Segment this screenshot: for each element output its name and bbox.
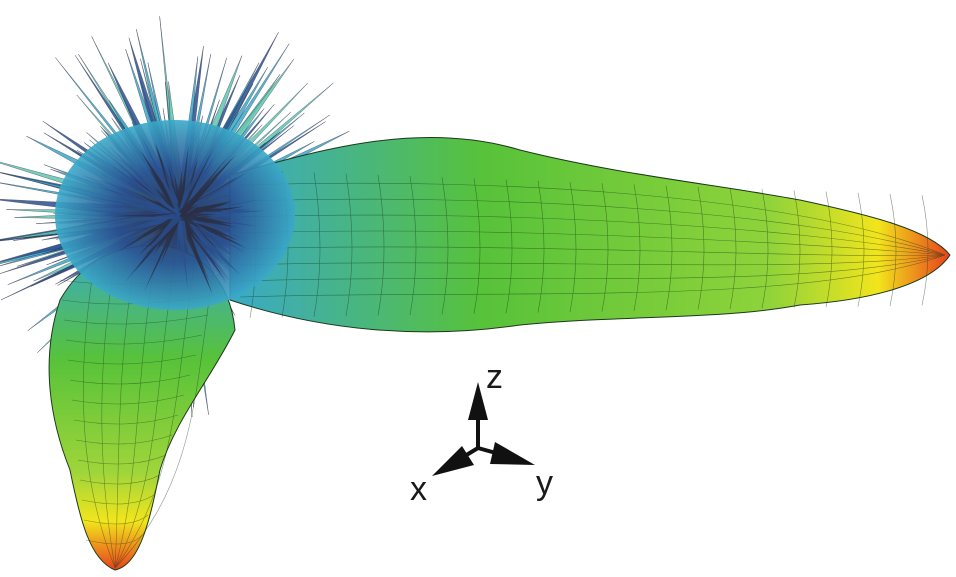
mesh-line (85, 534, 143, 545)
core-spike (160, 214, 183, 265)
mesh-line (889, 193, 897, 307)
mesh-line (239, 254, 946, 298)
core-spike (177, 155, 236, 218)
mesh-line (239, 230, 946, 256)
mesh-line (79, 474, 161, 485)
mesh-line (441, 177, 449, 315)
core-spike (134, 212, 182, 240)
core-spike (178, 178, 188, 216)
mesh-line (633, 184, 641, 311)
mesh-line (239, 198, 946, 256)
axis-triad: z x y (410, 358, 553, 508)
mesh-line (114, 259, 216, 569)
mesh-line (77, 454, 167, 465)
mesh-line (793, 190, 801, 308)
x-arrowhead-icon (432, 446, 474, 476)
mesh-line (101, 259, 116, 569)
mesh-line (473, 178, 481, 314)
mesh-line (857, 192, 865, 307)
mesh-line (761, 189, 769, 309)
mesh-line (729, 187, 737, 310)
mesh-line (345, 173, 353, 317)
mesh-line (114, 259, 136, 569)
mesh-line (601, 183, 609, 312)
core-spike (177, 212, 240, 275)
core-spikes (99, 137, 266, 294)
mesh-line (63, 314, 209, 325)
core-spike (179, 210, 266, 219)
core-spike (161, 157, 184, 217)
core-spike (142, 137, 183, 217)
mesh-line (409, 175, 417, 316)
z-arrowhead-icon (468, 382, 488, 420)
mesh-line (665, 185, 673, 311)
mesh-line (377, 174, 385, 316)
y-axis-label: y (536, 464, 553, 502)
z-axis-label: z (486, 358, 503, 396)
mesh-line (239, 214, 946, 256)
main-lobe-y (229, 136, 951, 333)
core-spike (126, 188, 181, 217)
mesh-line (67, 354, 197, 365)
x-axis-label: x (410, 470, 427, 508)
core-spike (178, 214, 211, 284)
core-spike (105, 212, 181, 225)
mesh-line (71, 394, 185, 405)
mesh-line (239, 254, 946, 282)
mesh-line (83, 259, 116, 569)
mesh-line (73, 414, 179, 425)
core-spike (142, 212, 183, 258)
mesh-line (239, 254, 946, 266)
y-arrowhead-icon (490, 442, 535, 465)
mesh-line (239, 246, 946, 256)
mesh-line (569, 181, 577, 313)
core-spike (179, 212, 216, 218)
mesh-line (81, 494, 155, 505)
mesh-line (75, 434, 173, 445)
mesh-line (825, 191, 833, 308)
mesh-line (65, 334, 203, 345)
core-spike (178, 148, 214, 216)
mesh-line (239, 182, 946, 256)
core-spike (178, 214, 188, 291)
core-spike (110, 164, 182, 217)
